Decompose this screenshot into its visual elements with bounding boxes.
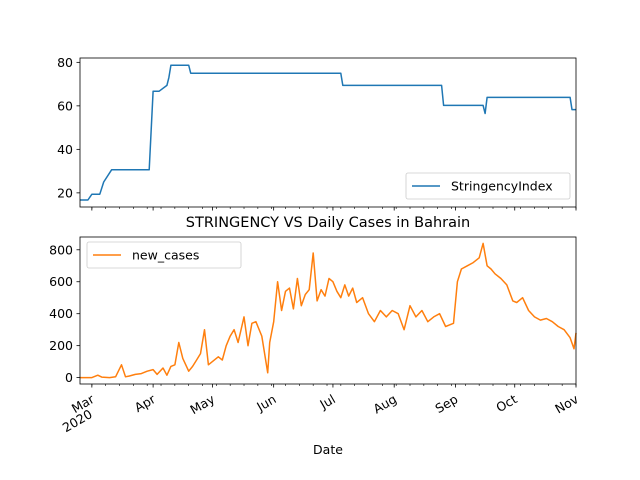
stringency-subplot: 20 40 60 80 StringencyIndex bbox=[57, 55, 577, 211]
cases-y-axis: 0 200 400 600 800 bbox=[49, 242, 80, 385]
stringency-axes-frame bbox=[79, 57, 577, 208]
cases-legend-label: new_cases bbox=[132, 248, 199, 263]
cases-series-lines bbox=[80, 242, 577, 379]
stringency-y-tick-label: 20 bbox=[57, 185, 73, 200]
cases-axes-frame bbox=[79, 236, 577, 385]
stringency-y-tick-label: 40 bbox=[57, 142, 73, 157]
new_cases-line bbox=[80, 242, 577, 379]
cases-y-tick-label: 200 bbox=[49, 338, 73, 353]
x-axis-label: Date bbox=[313, 442, 343, 457]
cases-y-tick-label: 800 bbox=[49, 242, 73, 257]
stringency-legend-label: StringencyIndex bbox=[451, 179, 553, 194]
stringency-legend-box bbox=[405, 172, 571, 200]
cases-y-tick-label: 600 bbox=[49, 274, 73, 289]
stringency-x-axis-ticks bbox=[91, 207, 577, 211]
StringencyIndex-line bbox=[80, 64, 576, 201]
stringency-y-axis: 20 40 60 80 bbox=[57, 55, 80, 200]
stringency-y-tick-label: 60 bbox=[57, 98, 73, 113]
x-tick-label: Jul bbox=[316, 391, 337, 412]
stringency-series-lines bbox=[80, 64, 576, 201]
chart-title: STRINGENCY VS Daily Cases in Bahrain bbox=[186, 215, 470, 231]
cases-y-tick-label: 400 bbox=[49, 306, 73, 321]
cases-legend-box bbox=[86, 241, 242, 269]
stringency-legend: StringencyIndex bbox=[405, 172, 571, 200]
cases-y-tick-label: 0 bbox=[65, 370, 73, 385]
cases-legend: new_cases bbox=[86, 241, 242, 269]
stringency-y-tick-label: 80 bbox=[57, 55, 73, 70]
